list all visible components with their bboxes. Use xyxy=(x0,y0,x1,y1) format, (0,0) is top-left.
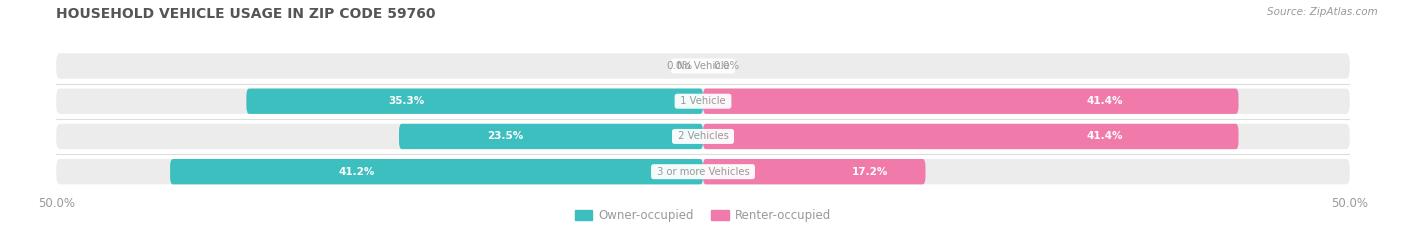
Text: Source: ZipAtlas.com: Source: ZipAtlas.com xyxy=(1267,7,1378,17)
FancyBboxPatch shape xyxy=(703,159,925,184)
FancyBboxPatch shape xyxy=(56,89,1350,114)
Text: 0.0%: 0.0% xyxy=(713,61,740,71)
FancyBboxPatch shape xyxy=(703,124,1239,149)
Text: No Vehicle: No Vehicle xyxy=(673,61,733,71)
Text: HOUSEHOLD VEHICLE USAGE IN ZIP CODE 59760: HOUSEHOLD VEHICLE USAGE IN ZIP CODE 5976… xyxy=(56,7,436,21)
Text: 2 Vehicles: 2 Vehicles xyxy=(675,131,731,141)
FancyBboxPatch shape xyxy=(703,89,1239,114)
Text: 1 Vehicle: 1 Vehicle xyxy=(678,96,728,106)
FancyBboxPatch shape xyxy=(56,124,1350,149)
Text: 41.4%: 41.4% xyxy=(1087,131,1123,141)
Text: 41.4%: 41.4% xyxy=(1087,96,1123,106)
FancyBboxPatch shape xyxy=(246,89,703,114)
Text: 17.2%: 17.2% xyxy=(852,167,889,177)
Text: 3 or more Vehicles: 3 or more Vehicles xyxy=(654,167,752,177)
Text: 41.2%: 41.2% xyxy=(339,167,375,177)
FancyBboxPatch shape xyxy=(56,159,1350,184)
FancyBboxPatch shape xyxy=(170,159,703,184)
FancyBboxPatch shape xyxy=(56,53,1350,79)
FancyBboxPatch shape xyxy=(399,124,703,149)
Legend: Owner-occupied, Renter-occupied: Owner-occupied, Renter-occupied xyxy=(569,205,837,227)
Text: 23.5%: 23.5% xyxy=(488,131,523,141)
Text: 0.0%: 0.0% xyxy=(666,61,693,71)
Text: 35.3%: 35.3% xyxy=(388,96,425,106)
